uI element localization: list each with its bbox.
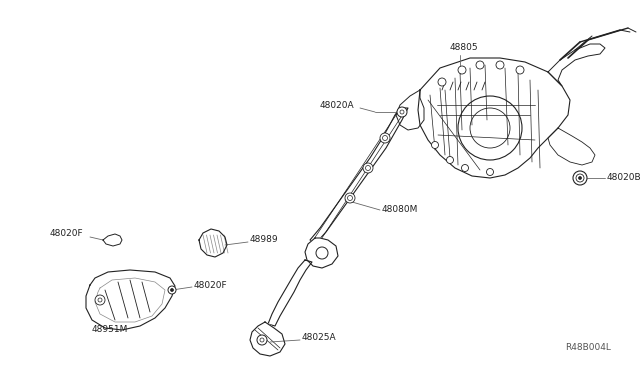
- Circle shape: [95, 295, 105, 305]
- Circle shape: [170, 289, 173, 292]
- Circle shape: [316, 247, 328, 259]
- Polygon shape: [95, 278, 165, 322]
- Text: 48025A: 48025A: [302, 334, 337, 343]
- Text: 48020B: 48020B: [607, 173, 640, 183]
- Text: 48805: 48805: [450, 44, 479, 52]
- Text: 48989: 48989: [250, 235, 278, 244]
- Circle shape: [397, 107, 407, 117]
- Polygon shape: [103, 234, 122, 246]
- Circle shape: [257, 335, 267, 345]
- Text: 48951M: 48951M: [92, 326, 129, 334]
- Text: R48B004L: R48B004L: [565, 343, 611, 352]
- Polygon shape: [268, 260, 312, 326]
- Circle shape: [458, 96, 522, 160]
- Circle shape: [576, 174, 584, 182]
- Polygon shape: [250, 322, 285, 356]
- Circle shape: [476, 61, 484, 69]
- Circle shape: [365, 166, 371, 170]
- Circle shape: [383, 135, 387, 141]
- Polygon shape: [310, 108, 408, 243]
- Circle shape: [260, 338, 264, 342]
- Polygon shape: [86, 270, 175, 330]
- Circle shape: [348, 196, 353, 201]
- Polygon shape: [418, 58, 570, 178]
- Polygon shape: [396, 90, 424, 130]
- Text: 48020F: 48020F: [194, 280, 228, 289]
- Circle shape: [486, 169, 493, 176]
- Polygon shape: [305, 238, 338, 268]
- Circle shape: [447, 157, 454, 164]
- Polygon shape: [548, 44, 605, 86]
- Circle shape: [438, 78, 446, 86]
- Circle shape: [461, 164, 468, 171]
- Circle shape: [579, 176, 582, 180]
- Polygon shape: [548, 128, 595, 165]
- Circle shape: [345, 193, 355, 203]
- Circle shape: [458, 66, 466, 74]
- Polygon shape: [199, 229, 227, 257]
- Circle shape: [98, 298, 102, 302]
- Circle shape: [496, 61, 504, 69]
- Circle shape: [573, 171, 587, 185]
- Text: 48020F: 48020F: [50, 230, 84, 238]
- Circle shape: [470, 108, 510, 148]
- Circle shape: [400, 110, 404, 114]
- Text: 48080M: 48080M: [382, 205, 419, 215]
- Circle shape: [380, 133, 390, 143]
- Circle shape: [431, 141, 438, 148]
- Text: 48020A: 48020A: [320, 100, 355, 109]
- Circle shape: [363, 163, 373, 173]
- Circle shape: [516, 66, 524, 74]
- Circle shape: [168, 286, 176, 294]
